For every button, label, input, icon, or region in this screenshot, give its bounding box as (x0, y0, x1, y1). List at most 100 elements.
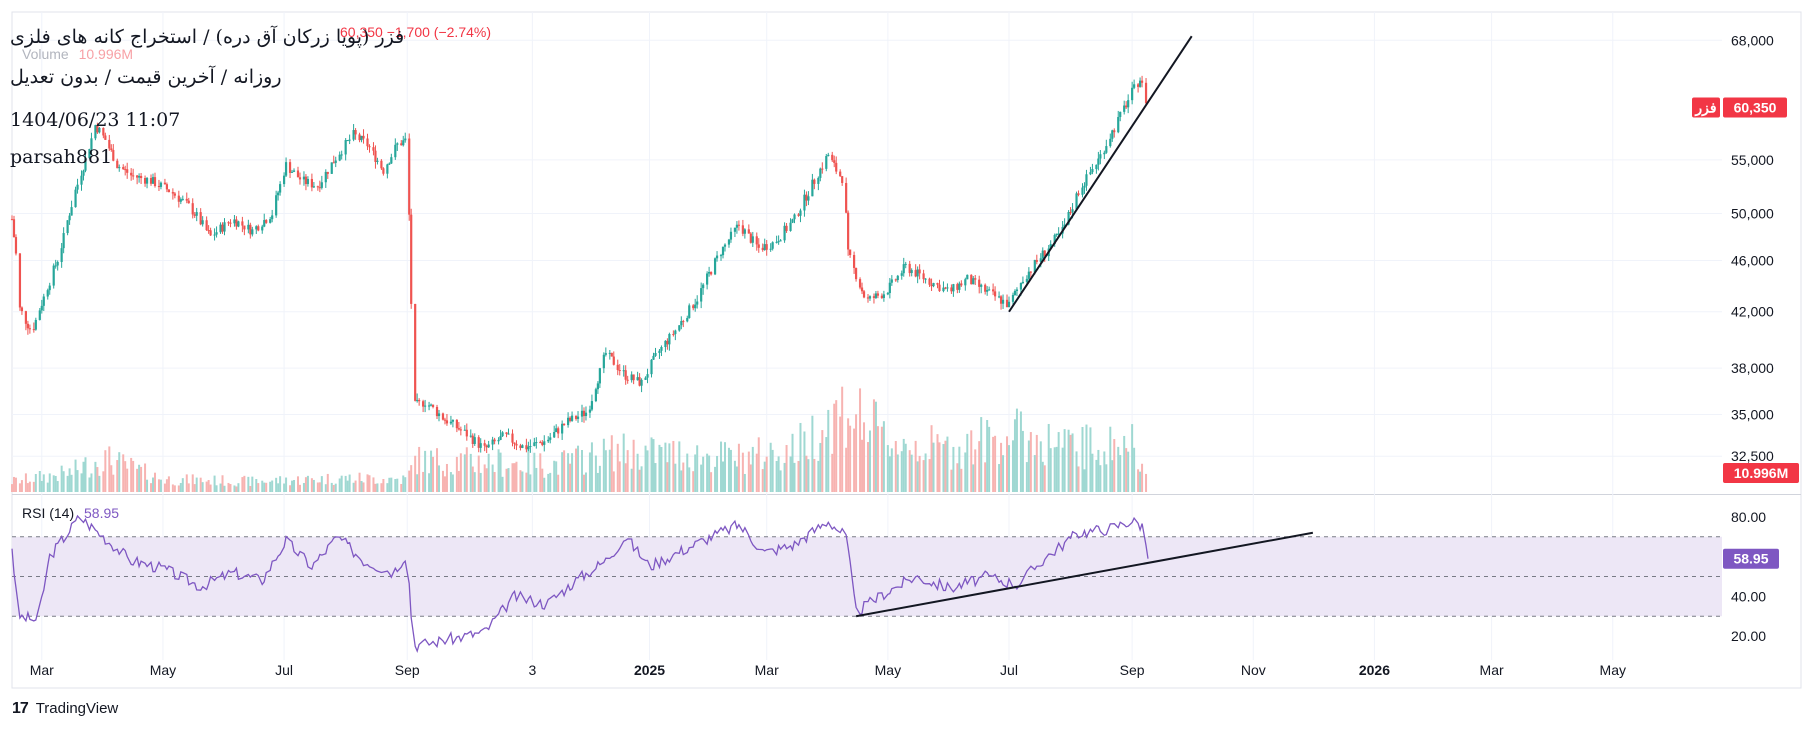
x-tick-label: Mar (30, 662, 54, 678)
candle-body (700, 288, 703, 302)
volume-bar (569, 463, 572, 492)
volume-bar (831, 453, 834, 492)
volume-bar (261, 480, 264, 492)
candle-body (811, 179, 814, 197)
candle-body (145, 178, 149, 184)
candle-body (964, 279, 967, 286)
candle-body (463, 429, 466, 431)
candle-body (1027, 271, 1030, 279)
candle-body (557, 428, 560, 434)
x-tick-label: Jul (275, 662, 293, 678)
volume-bar (430, 450, 433, 492)
volume-bar (1013, 419, 1016, 492)
candle-body (277, 192, 280, 196)
candle-body (344, 140, 347, 155)
volume-bar (436, 448, 439, 492)
volume-bar (1006, 436, 1009, 492)
volume-bar (171, 484, 174, 492)
volume-bar (805, 455, 808, 492)
candle-body (862, 291, 866, 298)
candle-body (455, 419, 458, 429)
candle-body (416, 400, 419, 402)
candle-body (688, 305, 691, 318)
candle-body (668, 333, 671, 345)
volume-bar (90, 473, 93, 492)
volume-bar (11, 484, 13, 492)
volume-bar (352, 482, 355, 492)
candle-body (769, 248, 772, 250)
volume-bar (249, 485, 252, 492)
candle-body (221, 224, 224, 232)
volume-bar (54, 475, 57, 492)
candle-body (318, 187, 321, 189)
rsi-legend-label: RSI (14) (22, 505, 75, 521)
candle-body (84, 158, 87, 171)
candle-body (992, 289, 995, 292)
volume-bar (235, 486, 238, 492)
volume-bar (872, 399, 875, 492)
candle-body (741, 225, 744, 234)
candle-body (902, 264, 905, 274)
quote-change: 60,350 −1,700 (−2.74%) (340, 24, 492, 40)
candle-body (372, 147, 375, 151)
volume-bar (596, 472, 599, 492)
volume-bar (755, 453, 758, 492)
tradingview-brand[interactable]: 17 TradingView (12, 700, 118, 718)
volume-bar (338, 478, 341, 492)
volume-bar (296, 476, 299, 492)
candle-body (527, 446, 530, 450)
candle-body (1039, 258, 1042, 262)
candle-body (771, 242, 774, 249)
candle-body (104, 135, 107, 140)
candle-body (340, 154, 343, 156)
volume-bar (942, 444, 945, 492)
candle-body (584, 412, 588, 417)
volume-bar (80, 473, 83, 492)
candle-body (1007, 301, 1011, 308)
volume-bar (28, 481, 31, 492)
candle-body (827, 154, 830, 157)
volume-bar (153, 472, 156, 492)
candle-body (310, 178, 313, 188)
candle-body (352, 130, 355, 140)
rsi-trendline (855, 531, 1314, 618)
x-tick-label: Sep (1120, 662, 1145, 678)
candle-body (706, 273, 709, 285)
volume-bar (660, 446, 663, 492)
candle-body (275, 195, 278, 216)
volume-bar (237, 483, 240, 492)
candle-body (946, 287, 949, 289)
volume-bar (1139, 471, 1142, 492)
candle-body (451, 419, 455, 422)
volume-bar (922, 460, 925, 492)
volume-bar (229, 484, 232, 492)
candle-body (960, 283, 963, 286)
volume-bar (298, 484, 301, 492)
volume-bar (825, 437, 828, 492)
candle-body (195, 212, 198, 216)
candle-body (26, 323, 29, 329)
candle-body (1097, 158, 1100, 165)
candle-body (872, 296, 876, 298)
candle-body (533, 442, 536, 446)
candle-body (257, 226, 260, 231)
candle-body (922, 273, 925, 280)
candle-body (694, 304, 697, 309)
volume-bar (519, 470, 522, 492)
volume-bar (1111, 460, 1114, 492)
candle-body (692, 305, 695, 309)
volume-bar (785, 445, 788, 492)
volume-legend-value: 10.996M (78, 46, 134, 62)
volume-bar (575, 448, 578, 492)
volume-bar (1039, 441, 1042, 492)
volume-bar (904, 443, 907, 492)
volume-bar (710, 472, 713, 492)
candle-body (680, 321, 683, 326)
volume-bar (944, 440, 947, 492)
volume-bar (567, 453, 570, 492)
candle-body (997, 296, 1001, 298)
volume-bar (56, 481, 59, 492)
candle-body (282, 175, 286, 185)
candle-body (797, 214, 800, 216)
candle-body (159, 182, 163, 187)
